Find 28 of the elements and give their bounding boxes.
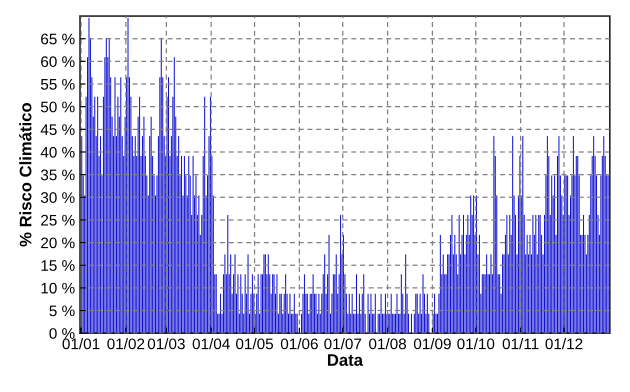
x-tick-label: 01/03 xyxy=(148,338,185,350)
x-tick-label: 01/02 xyxy=(107,338,144,350)
y-tick-label: 45 % xyxy=(40,124,75,136)
y-tick-label: 20 % xyxy=(41,237,75,248)
x-tick-label: 01/05 xyxy=(236,338,274,350)
x-tick-label: 01/11 xyxy=(502,338,538,350)
x-tick-label: 01/06 xyxy=(280,338,318,350)
y-tick-label: 50 % xyxy=(40,102,75,112)
y-tick-label: 60 % xyxy=(41,56,75,68)
y-tick-label: 25 % xyxy=(41,214,75,226)
y-tick-label: 35 % xyxy=(40,170,75,180)
y-tick-label: 0 % xyxy=(49,328,75,339)
x-tick-label: 01/12 xyxy=(545,338,582,350)
x-tick-label: 01/07 xyxy=(324,338,362,350)
y-tick-label: 5 % xyxy=(49,305,75,316)
y-tick-label: 40 % xyxy=(40,146,75,158)
y-tick-label: 10 % xyxy=(41,282,75,294)
y-tick-label: 15 % xyxy=(41,260,75,271)
y-axis-title: % Risco Climático xyxy=(19,103,32,246)
x-tick-label: 01/10 xyxy=(457,338,494,350)
x-tick-label: 01/04 xyxy=(192,338,230,350)
x-axis-title: Data xyxy=(328,354,364,366)
y-tick-label: 30 % xyxy=(40,192,75,203)
x-tick-label: 01/01 xyxy=(62,338,100,350)
x-tick-label: 01/08 xyxy=(369,338,406,350)
y-tick-label: 55 % xyxy=(40,78,75,90)
y-tick-label: 65 % xyxy=(41,34,75,44)
x-tick-label: 01/09 xyxy=(414,338,451,350)
